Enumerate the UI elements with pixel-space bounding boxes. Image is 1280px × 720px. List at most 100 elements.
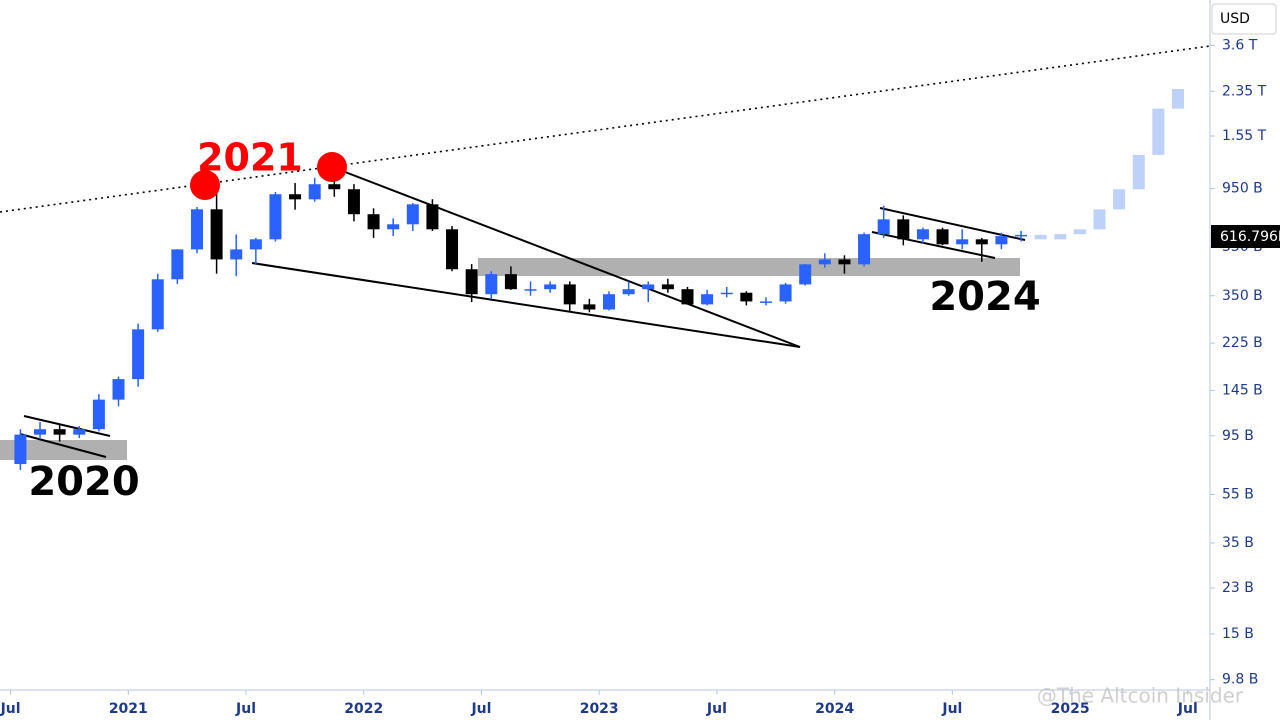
candle-body [877,219,890,235]
y-tick-label: 15 B [1222,626,1254,642]
y-tick-label: 23 B [1222,580,1254,596]
y-tick-label: 95 B [1222,428,1254,444]
x-tick-label: Jul [235,701,256,717]
candle-body [622,289,635,295]
y-axis: 9.8 B 15 B 23 B 35 B 55 B 95 B 145 B 225 B 350 B… [1210,38,1267,688]
projection-bar [1152,108,1165,155]
candles [14,89,1184,471]
candle-body [916,229,929,240]
candle-body [720,292,733,295]
candle-body [367,214,380,230]
candle-body [269,194,282,240]
y-tick-label: 350 B [1222,288,1263,304]
x-tick-label: 2023 [580,701,619,717]
candle-body [603,294,616,310]
candle-body [132,329,145,380]
candle-body [34,429,47,435]
candle-body [642,284,655,290]
x-tick-label: 2024 [815,701,854,717]
projection-bar [1073,229,1086,235]
candle-body [563,284,576,305]
candle-body [308,184,321,200]
candle-body [838,259,851,265]
candle-body [190,209,203,250]
candle-body [328,184,341,190]
x-axis: Jul 2021 Jul 2022 Jul 2023 Jul 2024 Jul 2025 Jul [0,690,1198,717]
x-tick-label: Jul [706,701,727,717]
candle-body [995,236,1008,245]
candle-body [858,234,871,265]
last-price-box [1211,225,1280,248]
candle-body [14,434,27,465]
candle-body [779,284,792,302]
candle-body [387,224,400,230]
y-tick-label: 9.8 B [1222,672,1258,688]
trend-line [23,415,111,437]
candle-body [583,304,596,310]
candle-body [740,292,753,302]
candle-body [818,259,831,265]
y-tick-label: 35 B [1222,535,1254,551]
peak-marker [190,170,220,200]
x-tick-label: Jul [1177,701,1198,717]
candle-body [897,219,910,240]
x-tick-label: 2021 [109,701,148,717]
x-tick-label: 2025 [1051,701,1090,717]
candle-body [406,204,419,225]
annotation: 2020 [28,459,139,505]
candle-body [53,429,66,435]
y-tick-label: 145 B [1222,382,1263,398]
candle-body [426,204,439,230]
plot-area [0,45,1210,471]
candle-body [230,249,243,260]
candle-body [504,274,517,290]
projection-bar [1171,89,1184,109]
candle-body [73,429,86,435]
last-price: 616.796B [1220,229,1280,245]
y-tick-label: 55 B [1222,486,1254,502]
candle-body [347,189,360,215]
trend-line [19,433,107,458]
candle-body [975,239,988,245]
candle-body [210,209,223,260]
trend-line [871,231,996,259]
candle-body [681,289,694,305]
watermark: @The Altcoin Insider [1037,684,1244,708]
candle-body [1015,234,1028,237]
annotation: 2024 [929,274,1040,320]
y-tick-label: 225 B [1222,335,1263,351]
candle-body [661,284,674,290]
projection-bar [1132,154,1145,190]
candle-body [92,399,105,430]
y-tick-label: 3.6 T [1222,38,1258,54]
trend-line [0,45,1210,213]
y-tick-label: 2.35 T [1222,83,1267,99]
candle-body [936,229,949,245]
trend-line [331,166,801,348]
x-tick-label: 2022 [344,701,383,717]
candle-body [112,379,125,400]
support-zone [478,258,1020,276]
annotation: 2021 [197,136,303,180]
trend-line [251,262,801,348]
currency: USD [1220,11,1250,27]
candle-body [171,249,184,280]
candle-body [485,274,498,295]
candle-body [544,284,557,290]
candle-body [249,239,262,250]
candle-body [759,301,772,303]
candle-body [446,229,459,270]
y-tick-label: 1.55 T [1222,128,1267,144]
currency-box[interactable] [1211,3,1277,35]
candle-body [701,294,714,305]
x-tick-label: Jul [941,701,962,717]
candle-body [151,279,164,330]
projection-bar [1054,234,1067,240]
peak-marker [317,152,347,182]
x-tick-label: Jul [0,701,21,717]
projection-bar [1113,189,1126,210]
candle-body [524,289,537,291]
candle-body [956,239,969,245]
